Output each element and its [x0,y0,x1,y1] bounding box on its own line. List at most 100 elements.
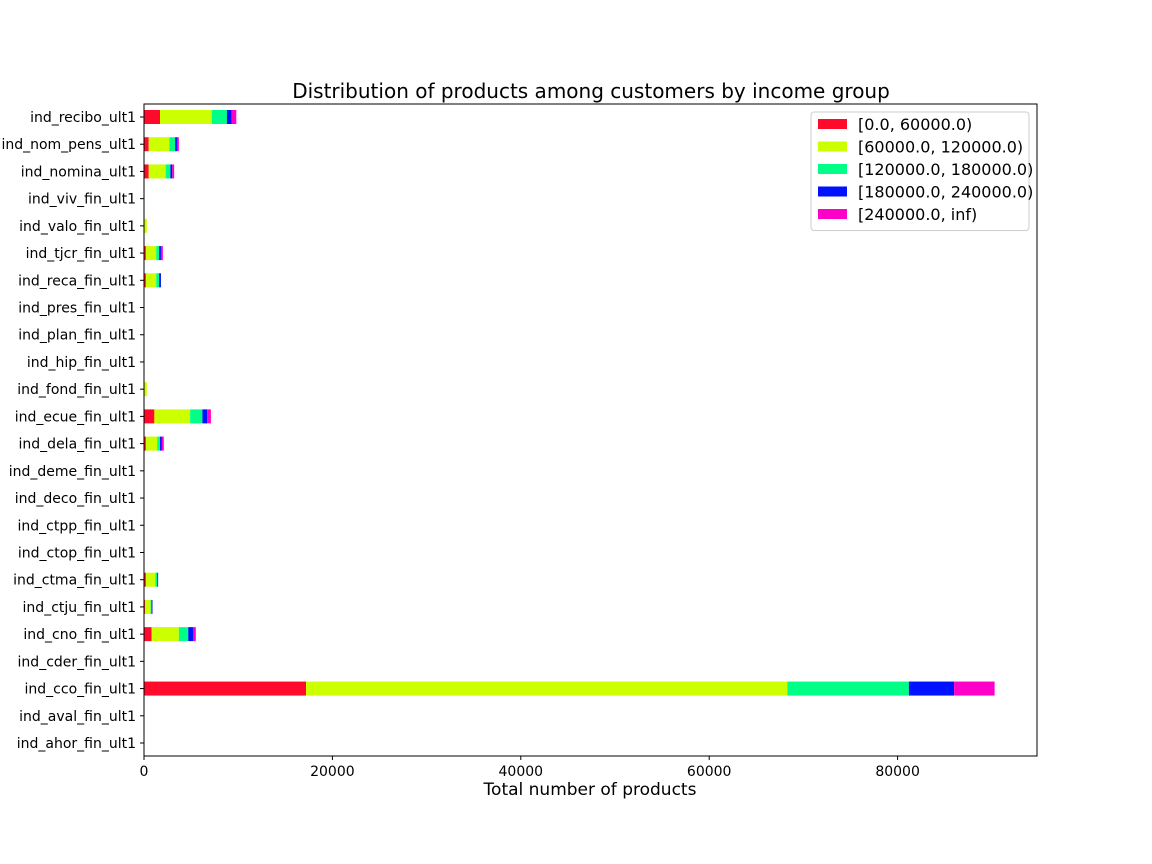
bar-segment [145,273,157,288]
legend-swatch [818,119,847,129]
x-tick-label: 20000 [310,764,355,780]
y-tick-label: ind_tjcr_fin_ult1 [26,246,136,262]
y-tick-label: ind_ecue_fin_ult1 [15,409,136,425]
y-tick-label: ind_aval_fin_ult1 [19,709,136,725]
bar-segment [144,273,146,288]
x-axis: 0 20000 40000 60000 80000 [140,756,920,780]
bar-segment [144,572,146,587]
y-tick-label: ind_valo_fin_ult1 [19,219,136,235]
legend-label: [240000.0, inf) [858,205,977,224]
y-tick-label: ind_plan_fin_ult1 [18,328,136,344]
bar-segment [145,246,157,261]
x-tick-label: 0 [140,764,149,780]
bar-segment [148,137,170,152]
bar-segment [160,110,212,124]
bar-segment [211,110,227,124]
legend-swatch [818,186,847,197]
y-axis: ind_recibo_ult1 ind_nom_pens_ult1 ind_nomi… [1,110,144,752]
bar-segment [144,110,161,124]
legend-swatch [818,141,847,152]
bar-segment [159,273,161,288]
legend-label: [60000.0, 120000.0) [858,138,1023,157]
y-tick-label: ind_pres_fin_ult1 [18,301,136,317]
y-tick-label: ind_deco_fin_ult1 [15,491,136,507]
bar-segment [144,409,155,424]
y-tick-label: ind_ctma_fin_ult1 [13,573,136,589]
bar-segment [144,218,147,233]
y-tick-label: ind_ctpp_fin_ult1 [18,518,136,534]
bar-segment [787,681,909,696]
legend: [0.0, 60000.0) [60000.0, 120000.0) [120000… [810,111,1033,231]
bar-segment [144,382,147,397]
bar-segment [144,137,149,152]
bar-segment [144,246,146,261]
bar-segment [144,436,146,451]
y-tick-label: ind_deme_fin_ult1 [9,464,136,480]
bar-segment [169,137,176,152]
x-tick-label: 60000 [687,764,732,780]
bar-segment [231,110,237,124]
y-tick-label: ind_nom_pens_ult1 [1,137,136,153]
bar-segment [170,164,173,179]
y-tick-label: ind_viv_fin_ult1 [28,192,136,208]
bar-segment [306,681,788,696]
x-tick-label: 40000 [499,764,544,780]
bar-segment [151,599,153,614]
bar-segment [148,164,166,179]
bar-segment [190,409,203,424]
legend-label: [180000.0, 240000.0) [858,183,1033,202]
bar-segment [160,436,162,451]
bar-segment [226,110,232,124]
bar-segment [159,246,161,261]
bar-segment [157,572,159,587]
bar-segment [207,409,211,424]
x-tick-label: 80000 [875,764,920,780]
bar-segment [154,409,191,424]
bar-segment [188,627,193,642]
bar-segment [161,436,164,451]
bar-segment [178,627,189,642]
bar-segment [157,436,161,451]
bar-segment [144,164,149,179]
bar-segment [176,137,179,152]
bar-segment [165,164,171,179]
y-tick-label: ind_cno_fin_ult1 [23,627,136,643]
y-tick-label: ind_ahor_fin_ult1 [17,736,136,752]
x-axis-label: Total number of products [483,780,697,800]
legend-label: [0.0, 60000.0) [858,115,972,134]
bar-segment [145,572,156,587]
bar-segment [144,627,152,642]
legend-box [810,111,1030,231]
y-tick-label: ind_cder_fin_ult1 [18,654,136,670]
y-tick-label: ind_hip_fin_ult1 [27,355,136,371]
bar-segment [160,246,163,261]
bar-segment [151,627,179,642]
plot-frame [143,103,1038,757]
bar-segment [175,137,177,152]
legend-label: [120000.0, 180000.0) [858,160,1033,179]
bar-segment [155,572,158,587]
bar-segment [144,599,151,614]
bar-segment [202,409,208,424]
y-tick-label: ind_dela_fin_ult1 [19,437,136,453]
bar-segment [144,681,307,696]
bar-segment [954,681,995,696]
legend-swatch [818,209,847,219]
bar-segment [145,436,158,451]
y-tick-label: ind_nomina_ult1 [21,164,136,180]
y-tick-label: ind_ctop_fin_ult1 [18,545,136,561]
y-tick-label: ind_ctju_fin_ult1 [23,600,136,616]
legend-swatch [818,164,847,174]
bar-segment [150,599,152,614]
y-tick-label: ind_reca_fin_ult1 [18,273,136,289]
chart-title: Distribution of products among customers… [292,79,890,103]
bar-segment [172,164,175,179]
y-tick-label: ind_cco_fin_ult1 [25,682,136,698]
y-tick-label: ind_recibo_ult1 [30,110,136,126]
bar-segment [156,273,160,288]
y-tick-label: ind_fond_fin_ult1 [17,382,136,398]
bar-segment [908,681,955,696]
bar-segment [192,627,196,642]
bar-segment [156,246,160,261]
